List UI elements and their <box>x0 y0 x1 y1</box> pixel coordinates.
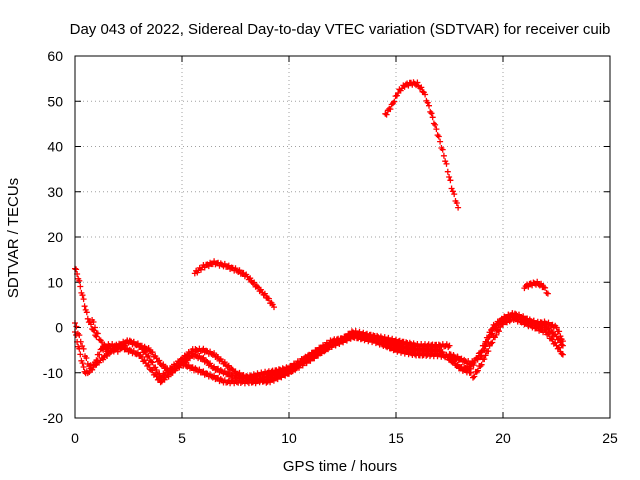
y-tick-label: -10 <box>43 365 63 381</box>
x-tick-label: 0 <box>71 430 79 446</box>
y-axis-label: SDTVAR / TECUs <box>5 178 22 298</box>
series-markers <box>382 79 462 211</box>
y-tick-label: 50 <box>47 93 63 109</box>
x-tick-label: 15 <box>388 430 404 446</box>
x-tick-label: 5 <box>178 430 186 446</box>
series-track-d <box>89 317 453 382</box>
series-track-e <box>191 258 277 311</box>
series-track-j <box>521 278 551 297</box>
series-track-i <box>457 310 566 373</box>
y-tick-label: 20 <box>47 229 63 245</box>
series-markers <box>470 314 566 381</box>
y-tick-label: 30 <box>47 184 63 200</box>
series-track-g <box>470 314 566 381</box>
y-tick-label: 40 <box>47 139 63 155</box>
series-markers <box>457 310 566 373</box>
x-axis-label: GPS time / hours <box>283 458 397 475</box>
x-tick-label: 25 <box>602 430 618 446</box>
data-marks <box>72 79 566 387</box>
grid <box>75 56 610 418</box>
chart-title: Day 043 of 2022, Sidereal Day-to-day VTE… <box>70 21 611 38</box>
series-markers <box>191 258 277 311</box>
y-tick-label: 10 <box>47 274 63 290</box>
plot-frame <box>74 55 611 419</box>
y-tick-label: -20 <box>43 410 63 426</box>
x-tick-label: 20 <box>495 430 511 446</box>
series-markers <box>521 278 551 297</box>
series-track-f <box>382 79 462 211</box>
tick-labels: 0 5 10 15 20 25 -20 -10 0 10 20 30 40 50 60 <box>43 48 618 446</box>
series-markers <box>89 317 453 382</box>
x-tick-label: 10 <box>281 430 297 446</box>
y-tick-label: 60 <box>47 48 63 64</box>
y-tick-label: 0 <box>55 320 63 336</box>
